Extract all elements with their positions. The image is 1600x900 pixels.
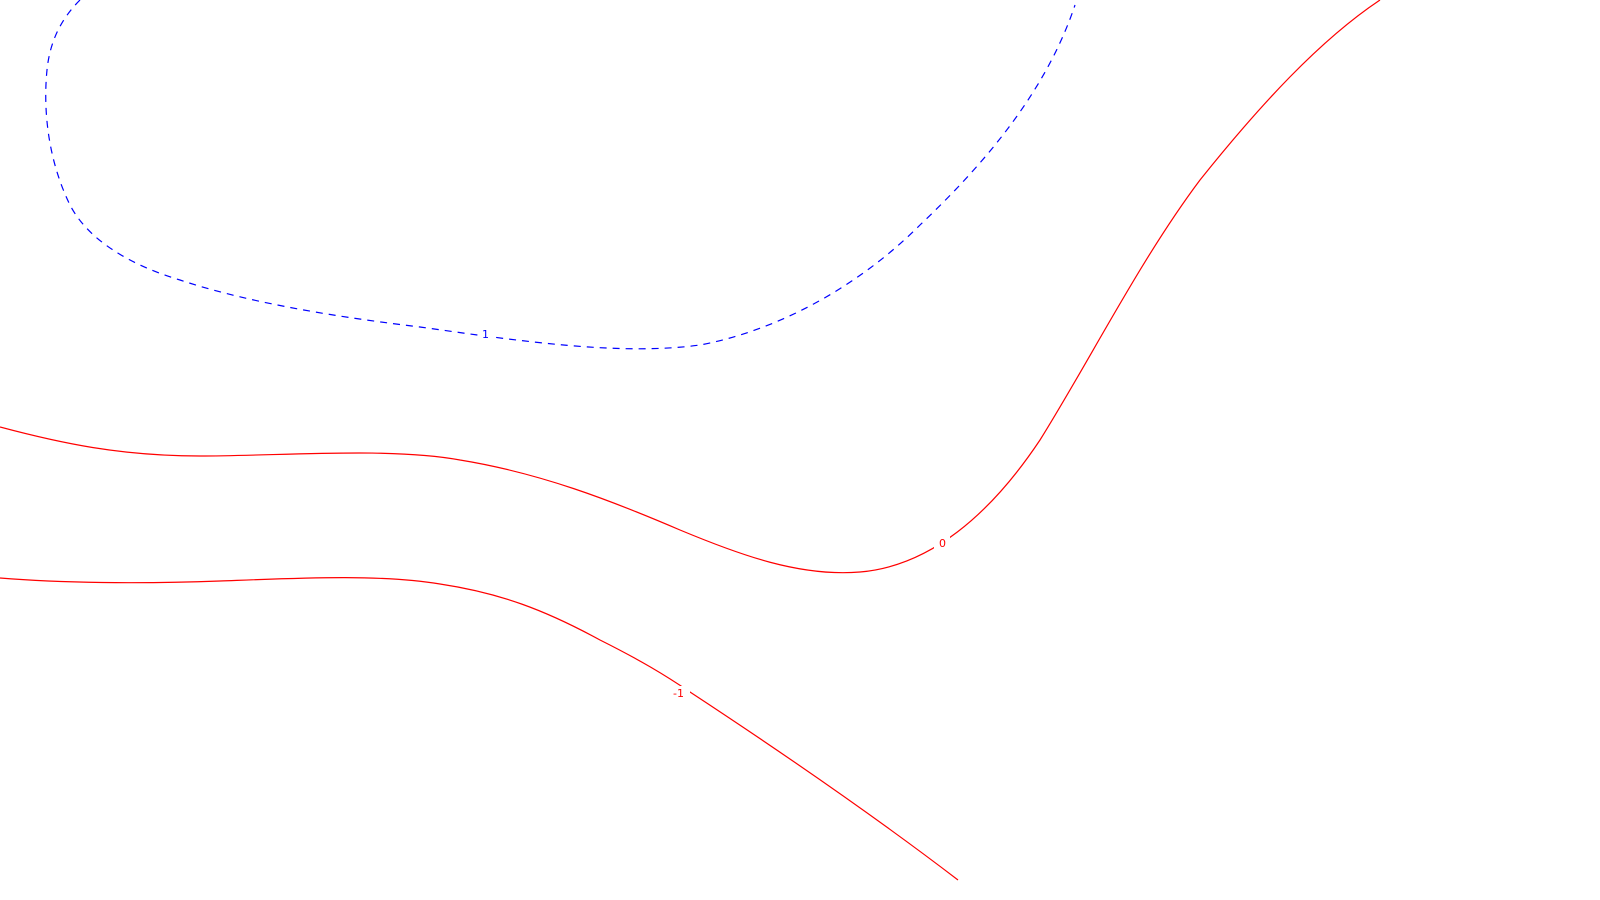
contour-label-1: 1 bbox=[482, 328, 489, 341]
contour-line-neg1 bbox=[0, 577, 959, 881]
label-halo bbox=[934, 536, 950, 550]
label-halo bbox=[478, 327, 494, 341]
label-halo bbox=[670, 686, 690, 700]
contour-line-0 bbox=[0, 0, 1381, 574]
contour-label-0: 0 bbox=[939, 537, 946, 550]
contour-label-neg1: -1 bbox=[673, 687, 684, 700]
contour-line-1 bbox=[45, 0, 1076, 350]
